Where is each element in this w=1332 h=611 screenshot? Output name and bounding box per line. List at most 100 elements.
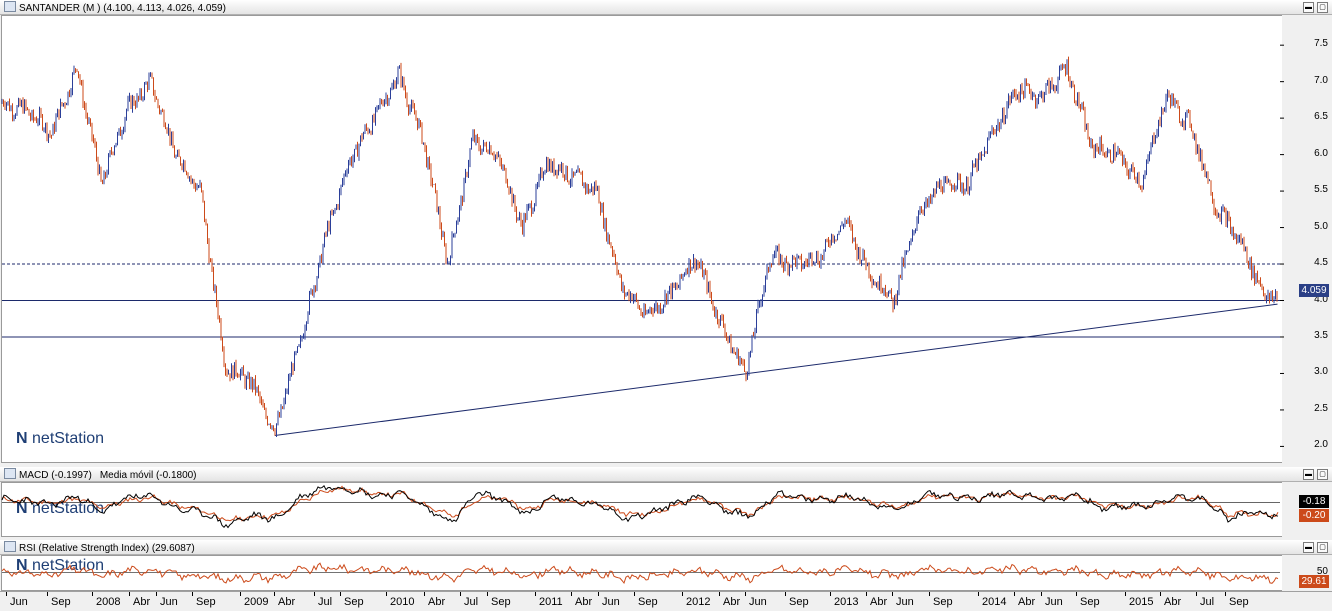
rsi-ytick: 50	[1316, 566, 1328, 577]
rsi-maximize-button[interactable]: ▢	[1317, 542, 1328, 553]
time-axis-label: Jun	[1045, 596, 1063, 608]
macd-ma-label: Media móvil (-0.1800)	[99, 470, 197, 481]
price-y-axis: 7.5 7.0 6.5 6.0 5.5 5.0 4.5 4.0 3.5 3.0 2.5 2.0	[1282, 15, 1332, 463]
time-axis-tick	[1014, 592, 1015, 596]
macd-panel-titlebar[interactable]: MACD (-0.1997) Media móvil (-0.1800) ▬ ▢	[0, 467, 1332, 482]
price-ytick: 2.0	[1314, 439, 1328, 451]
macd-signal-line	[1, 485, 1279, 522]
time-axis-label: Abr	[1164, 596, 1182, 608]
macd-plot-area[interactable]	[1, 482, 1283, 537]
price-panel: SANTANDER (M ) (4.100, 4.113, 4.026, 4.0…	[0, 0, 1332, 463]
time-axis-tick	[682, 592, 683, 596]
price-ytick: 7.0	[1314, 74, 1328, 86]
time-axis-tick	[340, 592, 341, 596]
netstation-logo-icon: N	[16, 557, 28, 574]
price-ytick: 6.0	[1314, 147, 1328, 159]
time-axis-tick	[240, 592, 241, 596]
time-axis-tick	[598, 592, 599, 596]
price-bars	[1, 56, 1278, 437]
time-axis-tick	[830, 592, 831, 596]
netstation-logo-icon: N	[16, 430, 28, 447]
rsi-panel-title: RSI (Relative Strength Index) (29.6087)	[4, 541, 195, 554]
time-axis-tick	[314, 592, 315, 596]
netstation-logo-rsi: N netStation	[16, 557, 105, 574]
time-axis-tick	[386, 592, 387, 596]
rsi-plot-area[interactable]	[1, 555, 1283, 591]
time-axis-tick	[1125, 592, 1126, 596]
time-axis-label: Abr	[133, 596, 151, 608]
price-ytick: 4.5	[1314, 257, 1328, 269]
time-axis-tick	[1041, 592, 1042, 596]
time-axis-label: Sep	[491, 596, 511, 608]
rsi-minimize-button[interactable]: ▬	[1303, 542, 1314, 553]
time-axis-label: 2012	[686, 596, 711, 608]
time-axis-tick	[978, 592, 979, 596]
price-ytick: 2.5	[1314, 402, 1328, 414]
time-axis-tick	[92, 592, 93, 596]
time-axis-label: Jun	[749, 596, 767, 608]
macd-maximize-button[interactable]: ▢	[1317, 469, 1328, 480]
time-axis-label: Sep	[344, 596, 364, 608]
rsi-value-label: 29.61	[1299, 575, 1329, 588]
time-axis-tick	[719, 592, 720, 596]
time-axis-tick	[634, 592, 635, 596]
time-axis-label: 2014	[982, 596, 1007, 608]
price-ytick: 6.5	[1314, 111, 1328, 123]
price-plot-area[interactable]	[1, 15, 1283, 463]
time-axis-label: Abr	[1018, 596, 1036, 608]
time-axis-label: Jul	[464, 596, 479, 608]
netstation-logo-icon: N	[16, 500, 28, 517]
time-axis-label: Sep	[51, 596, 71, 608]
time-axis-label: Abr	[575, 596, 593, 608]
minimize-button[interactable]: ▬	[1303, 2, 1314, 13]
time-axis-label: Sep	[196, 596, 216, 608]
macd-panel-title: MACD (-0.1997) Media móvil (-0.1800)	[4, 468, 197, 481]
macd-minimize-button[interactable]: ▬	[1303, 469, 1314, 480]
rsi-panel: RSI (Relative Strength Index) (29.6087) …	[0, 540, 1332, 591]
price-panel-titlebar[interactable]: SANTANDER (M ) (4.100, 4.113, 4.026, 4.0…	[0, 0, 1332, 15]
time-axis-tick	[1160, 592, 1161, 596]
time-axis-label: Sep	[933, 596, 953, 608]
time-axis-label: Jul	[1200, 596, 1215, 608]
netstation-logo-macd: N netStation	[16, 500, 105, 517]
time-axis-tick	[571, 592, 572, 596]
macd-panel: MACD (-0.1997) Media móvil (-0.1800) ▬ ▢ …	[0, 467, 1332, 538]
time-axis-tick	[487, 592, 488, 596]
time-axis-label: 2008	[96, 596, 121, 608]
time-axis-label: Abr	[723, 596, 741, 608]
chart-window-icon	[4, 1, 16, 12]
time-axis: Jun Sep 2008 Abr Jun Sep 2009 Abr Jul Sep 2010 Abr J…	[0, 591, 1332, 611]
time-axis-tick	[929, 592, 930, 596]
price-ytick: 5.0	[1314, 220, 1328, 232]
time-axis-tick	[1225, 592, 1226, 596]
time-axis-tick	[866, 592, 867, 596]
last-price-label: 4.059	[1299, 284, 1329, 297]
price-ytick: 3.5	[1314, 329, 1328, 341]
time-axis-label: 2015	[1129, 596, 1154, 608]
time-axis-tick	[892, 592, 893, 596]
time-axis-label: Abr	[870, 596, 888, 608]
time-axis-label: 2013	[834, 596, 859, 608]
time-axis-label: Sep	[789, 596, 809, 608]
time-axis-label: Abr	[278, 596, 296, 608]
time-axis-label: 2009	[244, 596, 269, 608]
time-axis-tick	[274, 592, 275, 596]
price-ytick: 7.5	[1314, 38, 1328, 50]
time-axis-tick	[424, 592, 425, 596]
time-axis-label: Sep	[1229, 596, 1249, 608]
rsi-panel-titlebar[interactable]: RSI (Relative Strength Index) (29.6087) …	[0, 540, 1332, 555]
price-ytick: 3.0	[1314, 366, 1328, 378]
time-axis-tick	[745, 592, 746, 596]
time-axis-label: 2011	[539, 596, 563, 608]
netstation-logo: N netStation	[16, 430, 105, 447]
macd-line	[1, 484, 1279, 529]
indicator-window-icon	[4, 468, 16, 479]
time-axis-label: 2010	[390, 596, 415, 608]
time-axis-label: Jun	[602, 596, 620, 608]
maximize-button[interactable]: ▢	[1317, 2, 1328, 13]
time-axis-label: Jun	[10, 596, 28, 608]
macd-value-label: -0.20	[1299, 509, 1329, 522]
time-axis-label: Abr	[428, 596, 446, 608]
time-axis-tick	[156, 592, 157, 596]
